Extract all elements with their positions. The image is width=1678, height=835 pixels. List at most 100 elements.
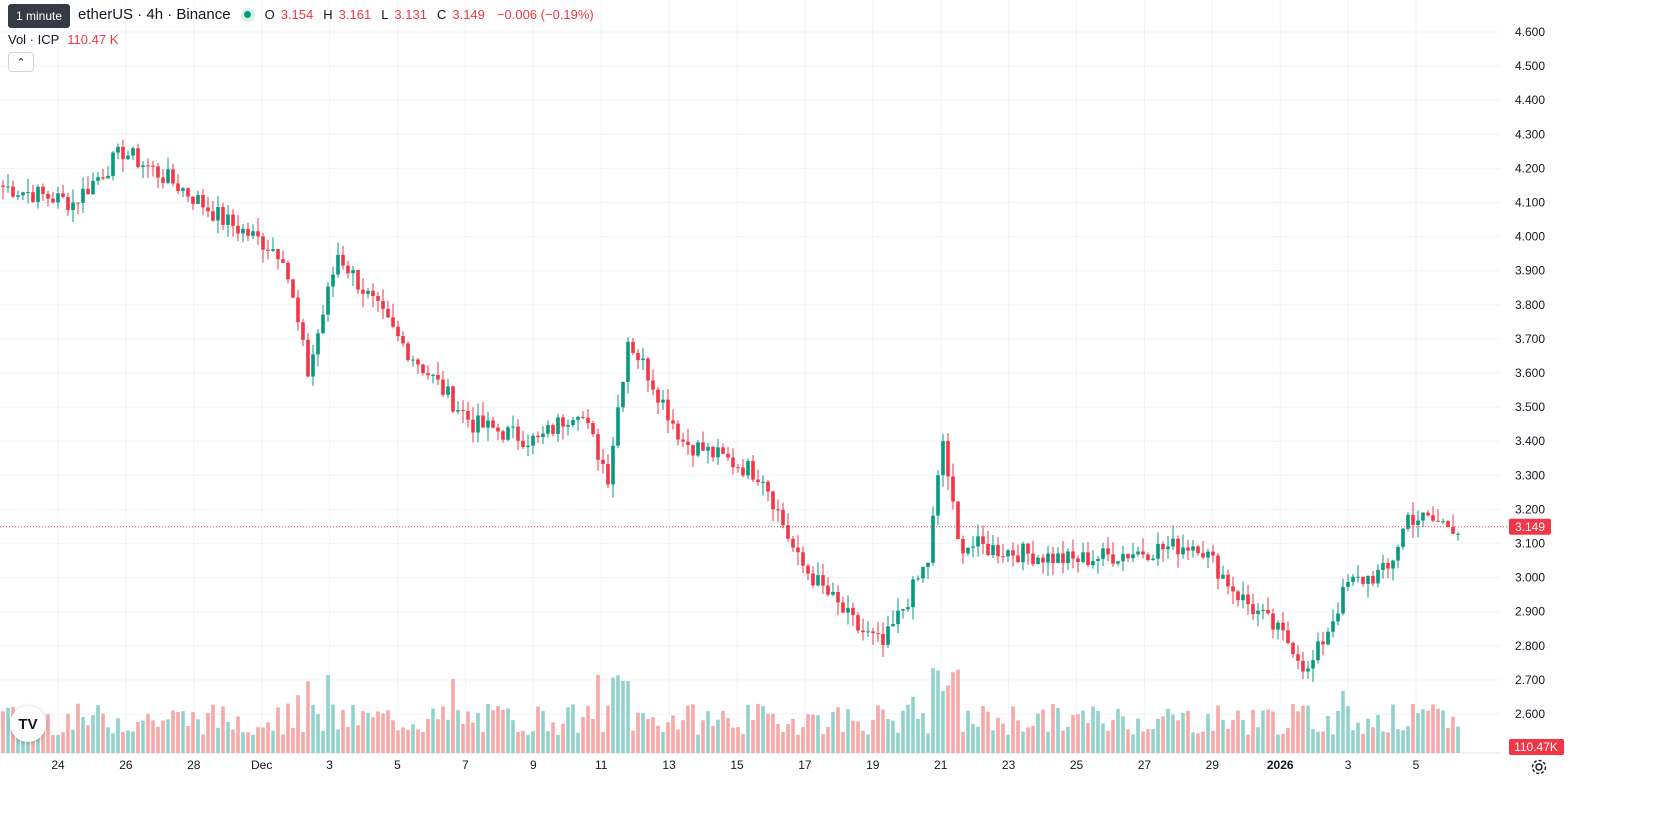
low-label: L	[381, 7, 389, 22]
volume-bar	[1061, 730, 1065, 753]
candle-body	[1326, 631, 1330, 645]
candle-body	[901, 609, 905, 611]
x-tick-label: 25	[1070, 758, 1084, 772]
candle-body	[86, 188, 90, 195]
candle-body	[801, 552, 805, 566]
volume-bar	[86, 725, 90, 753]
volume-bar	[786, 723, 790, 753]
candle-body	[771, 491, 775, 510]
volume-bar	[1026, 727, 1030, 753]
market-status-icon[interactable]	[240, 7, 255, 22]
volume-bar	[996, 717, 1000, 753]
candle-body	[586, 417, 590, 424]
volume-bar	[366, 712, 370, 753]
candle-body	[1296, 654, 1300, 661]
candle-body	[576, 416, 580, 420]
y-tick-label: 4.100	[1515, 196, 1545, 210]
volume-bar	[841, 731, 845, 753]
y-tick-label: 3.400	[1515, 434, 1545, 448]
candle-body	[661, 399, 665, 403]
volume-bar	[671, 715, 675, 753]
volume-bar	[81, 717, 85, 753]
volume-bar	[606, 705, 610, 753]
candle-body	[1046, 553, 1050, 563]
candle-body	[91, 180, 95, 195]
candle-body	[1106, 548, 1110, 555]
volume-bar	[1021, 731, 1025, 753]
volume-bar	[1306, 705, 1310, 753]
gear-icon[interactable]	[1530, 758, 1548, 776]
candle-body	[1116, 561, 1120, 564]
symbol-title[interactable]: etherUS · 4h · Binance	[78, 6, 231, 23]
x-tick-label: 26	[119, 758, 133, 772]
interval-tooltip: 1 minute	[8, 4, 71, 28]
candle-body	[351, 269, 355, 274]
y-tick-label: 3.600	[1515, 366, 1545, 380]
volume-bar	[1331, 734, 1335, 753]
y-tick-label: 2.900	[1515, 605, 1545, 619]
candle-body	[851, 607, 855, 616]
candle-body	[361, 289, 365, 294]
volume-bar	[376, 711, 380, 753]
candle-body	[936, 475, 940, 516]
volume-bar	[1191, 732, 1195, 753]
volume-bar	[751, 720, 755, 753]
y-tick-label: 2.600	[1515, 707, 1545, 721]
volume-bar	[181, 711, 185, 753]
volume-bar	[441, 706, 445, 753]
volume-bar	[836, 707, 840, 753]
volume-bar	[201, 734, 205, 753]
volume-bar	[1001, 723, 1005, 753]
tradingview-logo-icon[interactable]: TV	[10, 706, 46, 742]
candle-body	[26, 192, 30, 194]
candle-body	[341, 254, 345, 266]
volume-legend: Vol · ICP 110.47 K	[8, 32, 118, 47]
candle-body	[591, 423, 595, 435]
volume-bar	[211, 704, 215, 753]
volume-bar	[551, 722, 555, 753]
candle-body	[1266, 609, 1270, 614]
volume-bar	[701, 720, 705, 753]
candle-body	[1081, 552, 1085, 563]
candle-body	[1236, 591, 1240, 601]
x-tick-label: 13	[662, 758, 676, 772]
volume-bar	[1181, 712, 1185, 753]
volume-bar	[1101, 723, 1105, 753]
volume-bar	[416, 729, 420, 753]
volume-bar	[216, 727, 220, 753]
candle-body	[991, 545, 995, 556]
volume-bar	[1056, 708, 1060, 753]
volume-bar	[556, 734, 560, 753]
candle-body	[1016, 555, 1020, 563]
x-tick-label: 19	[866, 758, 880, 772]
volume-bar	[276, 707, 280, 753]
y-tick-label: 4.000	[1515, 230, 1545, 244]
candle-body	[511, 426, 515, 428]
candle-body	[231, 214, 235, 226]
volume-bar	[291, 727, 295, 753]
candle-body	[166, 169, 170, 183]
volume-bar	[431, 708, 435, 753]
volume-bar	[886, 718, 890, 753]
candle-body	[321, 314, 325, 334]
volume-bar	[1446, 727, 1450, 753]
candle-body	[1261, 609, 1265, 611]
volume-bar	[1146, 729, 1150, 753]
x-tick-label: 9	[530, 758, 537, 772]
volume-bar	[411, 724, 415, 753]
candle-body	[466, 411, 470, 420]
candle-body	[146, 165, 150, 167]
candle-body	[161, 177, 165, 183]
volume-bar	[1036, 713, 1040, 753]
volume-bar	[931, 668, 935, 753]
candle-body	[211, 211, 215, 221]
candle-body	[1276, 622, 1280, 630]
volume-label[interactable]: Vol · ICP	[8, 32, 60, 47]
volume-bar	[1246, 734, 1250, 753]
collapse-legend-button[interactable]: ⌃	[8, 52, 34, 72]
candle-body	[176, 183, 180, 191]
volume-bar	[1186, 710, 1190, 753]
volume-bar	[741, 734, 745, 753]
volume-bar	[1176, 720, 1180, 753]
